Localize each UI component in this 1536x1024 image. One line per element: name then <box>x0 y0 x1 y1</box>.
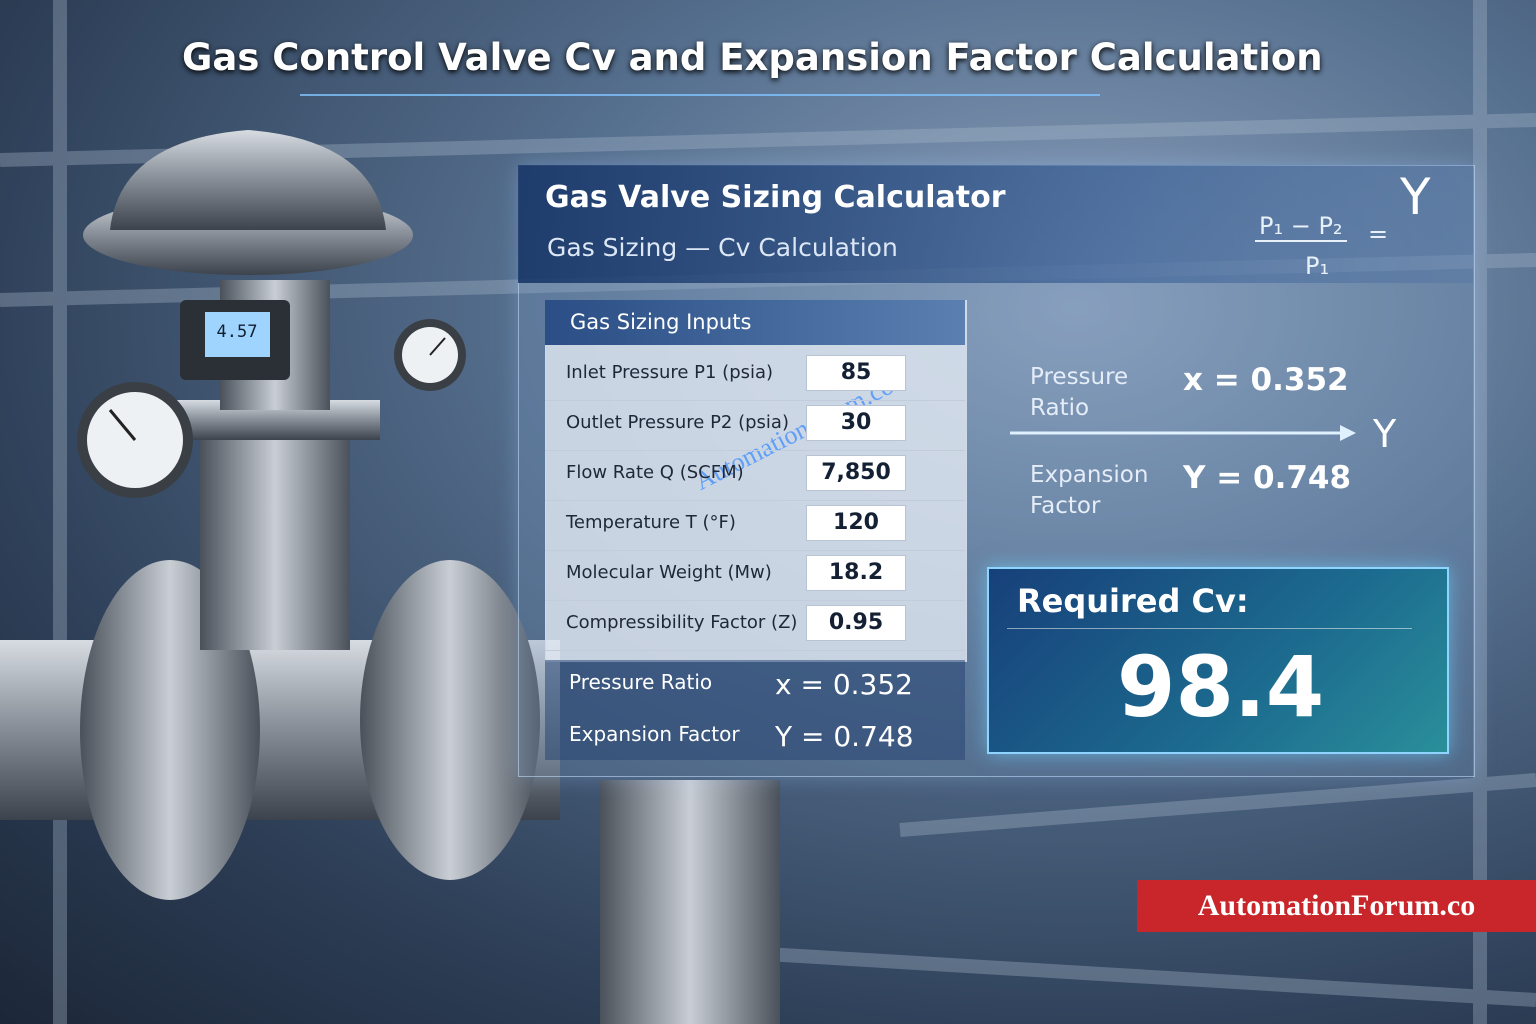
arrow-label: Y <box>1373 412 1397 456</box>
result-label: Expansion Factor <box>569 722 740 746</box>
formula-numerator: P₁ − P₂ <box>1255 212 1347 242</box>
formula-denominator: P₁ <box>1305 252 1330 280</box>
arrow <box>1010 425 1356 441</box>
valve-display: 4.57 <box>216 322 258 342</box>
input-row-divider <box>545 500 965 501</box>
required-cv-box <box>987 567 1449 754</box>
formula-result: Y <box>1400 168 1431 226</box>
result-value: x = 0.352 <box>775 668 913 701</box>
input-row-divider <box>545 650 965 651</box>
input-label: Flow Rate Q (SCFM) <box>566 462 744 483</box>
side-result-value: x = 0.352 <box>1183 362 1349 398</box>
inputs-title: Gas Sizing Inputs <box>570 310 752 334</box>
input-value[interactable]: 30 <box>806 405 906 441</box>
side-result-label: Expansion Factor <box>1030 462 1149 519</box>
input-value[interactable]: 7,850 <box>806 455 906 491</box>
input-value[interactable]: 120 <box>806 505 906 541</box>
page-title: Gas Control Valve Cv and Expansion Facto… <box>182 36 1323 79</box>
divider <box>1007 628 1412 629</box>
result-value: Y = 0.748 <box>775 720 914 753</box>
formula-equals: = <box>1368 220 1389 248</box>
input-value[interactable]: 18.2 <box>806 555 906 591</box>
required-cv-value: 98.4 <box>1117 638 1325 736</box>
input-label: Molecular Weight (Mw) <box>566 562 772 583</box>
input-label: Compressibility Factor (Z) <box>566 612 798 633</box>
calculator-title: Gas Valve Sizing Calculator <box>545 180 1006 215</box>
input-value[interactable]: 0.95 <box>806 605 906 641</box>
inputs-header <box>545 300 965 345</box>
calculator-subtitle: Gas Sizing — Cv Calculation <box>547 233 898 262</box>
input-label: Outlet Pressure P2 (psia) <box>566 412 789 433</box>
results-strip <box>545 660 965 760</box>
brand-banner: AutomationForum.co <box>1137 880 1536 932</box>
input-row-divider <box>545 450 965 451</box>
side-result-label: Pressure Ratio <box>1030 364 1129 421</box>
side-result-value: Y = 0.748 <box>1183 460 1352 496</box>
input-row-divider <box>545 550 965 551</box>
result-label: Pressure Ratio <box>569 670 713 694</box>
input-row-divider <box>545 600 965 601</box>
input-row-divider <box>545 400 965 401</box>
input-label: Temperature T (°F) <box>566 512 736 533</box>
required-cv-label: Required Cv: <box>1017 582 1249 620</box>
calculator-header <box>518 165 1473 283</box>
input-value[interactable]: 85 <box>806 355 906 391</box>
input-label: Inlet Pressure P1 (psia) <box>566 362 774 383</box>
